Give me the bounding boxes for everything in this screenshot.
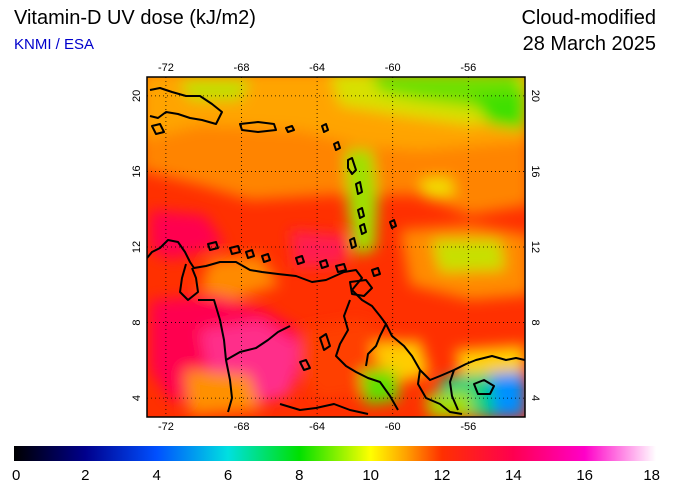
colorbar-tick-label: 6: [224, 467, 232, 484]
map-title: Vitamin-D UV dose (kJ/m2): [14, 7, 256, 29]
colorbar-tick-label: 10: [362, 467, 379, 484]
mode-label: Cloud-modified: [521, 7, 656, 29]
lat-axis-right: 4 8 12 16 20: [529, 90, 541, 401]
colorbar-tick-label: 18: [643, 467, 660, 484]
lat-tick-label-left: 12: [131, 241, 143, 253]
lon-tick-label-top: -72: [158, 62, 174, 74]
lat-tick-label-left: 16: [131, 165, 143, 177]
lat-tick-label-left: 8: [131, 319, 143, 325]
colorbar: [14, 446, 656, 461]
graticule: [147, 77, 525, 417]
lon-axis-bottom: -72 -68 -64 -60 -56: [158, 421, 476, 433]
map-frame: [146, 76, 526, 418]
lon-tick-label-bottom: -72: [158, 421, 174, 433]
organization-label: KNMI / ESA: [14, 36, 95, 53]
lon-tick-label-bottom: -56: [460, 421, 476, 433]
lat-tick-label-right: 16: [529, 165, 541, 177]
colorbar-tick-label: 16: [576, 467, 593, 484]
date-label: 28 March 2025: [522, 33, 656, 55]
lat-tick-label-right: 12: [529, 241, 541, 253]
lon-tick-label-bottom: -68: [234, 421, 250, 433]
colorbar-tick-label: 2: [81, 467, 89, 484]
lat-axis-left: 4 8 12 16 20: [131, 90, 143, 401]
colorbar-tick-label: 12: [434, 467, 451, 484]
lat-tick-label-right: 20: [529, 90, 541, 102]
uv-field: [147, 77, 525, 417]
lat-tick-label-left: 4: [131, 395, 143, 401]
coastlines: [147, 87, 525, 415]
colorbar-labels: 0 2 4 6 8 10 12 14 16 18: [12, 467, 660, 484]
lon-axis-top: -72 -68 -64 -60 -56: [158, 62, 476, 74]
lon-tick-label-top: -60: [385, 62, 401, 74]
colorbar-tick-label: 8: [295, 467, 303, 484]
lat-tick-label-right: 4: [529, 395, 541, 401]
lon-tick-label-bottom: -60: [385, 421, 401, 433]
lat-tick-label-right: 8: [529, 319, 541, 325]
lon-tick-label-top: -56: [460, 62, 476, 74]
lon-tick-label-bottom: -64: [309, 421, 325, 433]
lon-tick-label-top: -68: [234, 62, 250, 74]
lon-tick-label-top: -64: [309, 62, 325, 74]
colorbar-tick-label: 4: [152, 467, 160, 484]
lat-tick-label-left: 20: [131, 90, 143, 102]
colorbar-tick-label: 14: [505, 467, 522, 484]
colorbar-tick-label: 0: [12, 467, 20, 484]
